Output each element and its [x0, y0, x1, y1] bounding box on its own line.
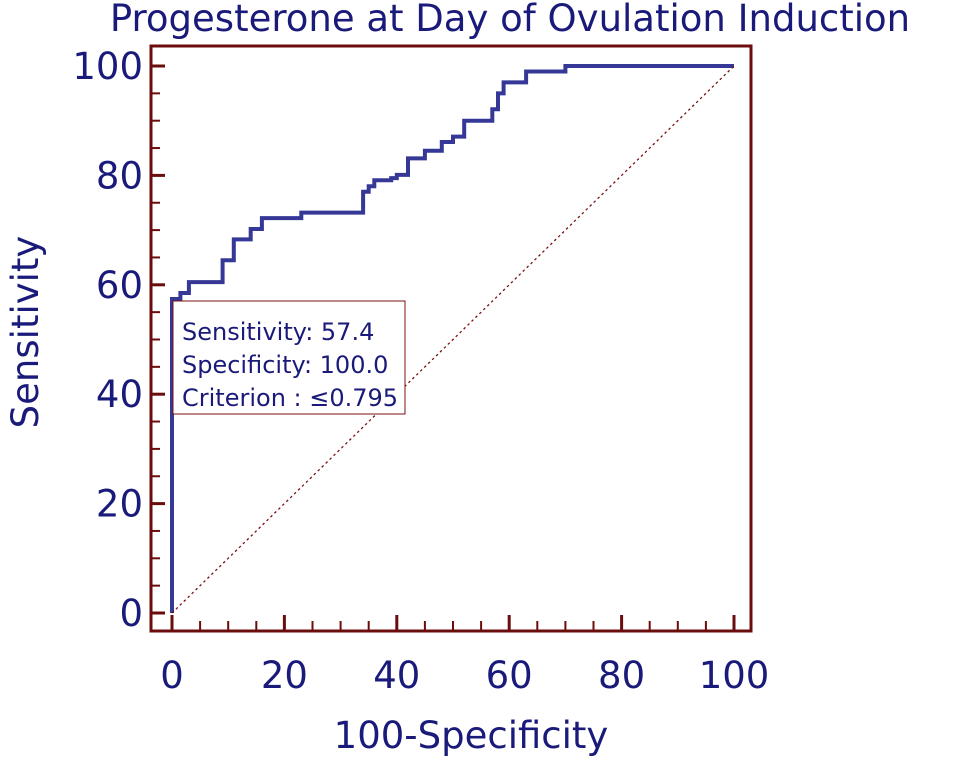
y-tick-label: 40 [96, 373, 143, 416]
annotation-sensitivity: Sensitivity: 57.4 [182, 318, 374, 346]
y-tick-label: 0 [119, 592, 143, 635]
criterion-annotation: Sensitivity: 57.4 Specificity: 100.0 Cri… [172, 300, 406, 415]
y-tick-label: 100 [72, 45, 143, 88]
x-tick-label: 20 [261, 654, 308, 697]
y-tick-label: 20 [96, 483, 143, 526]
x-tick-label: 40 [373, 654, 420, 697]
annotation-box [172, 300, 406, 415]
y-axis-label: Sensitivity [4, 236, 47, 429]
x-tick-label: 100 [699, 654, 770, 697]
chart-title: Progesterone at Day of Ovulation Inducti… [110, 0, 910, 40]
plot-area: 0 20 40 60 80 100 0 20 40 60 80 100 [72, 44, 770, 697]
reference-diagonal-line [171, 65, 735, 614]
x-axis-label: 100-Specificity [334, 714, 609, 757]
x-tick-label: 0 [160, 654, 184, 697]
y-tick-label: 80 [96, 154, 143, 197]
x-tick-label: 60 [486, 654, 533, 697]
annotation-specificity: Specificity: 100.0 [182, 351, 388, 379]
x-tick-label: 80 [598, 654, 645, 697]
roc-curve-line [170, 64, 734, 613]
y-tick-label: 60 [96, 264, 143, 307]
annotation-criterion: Criterion : ≤0.795 [182, 384, 398, 412]
